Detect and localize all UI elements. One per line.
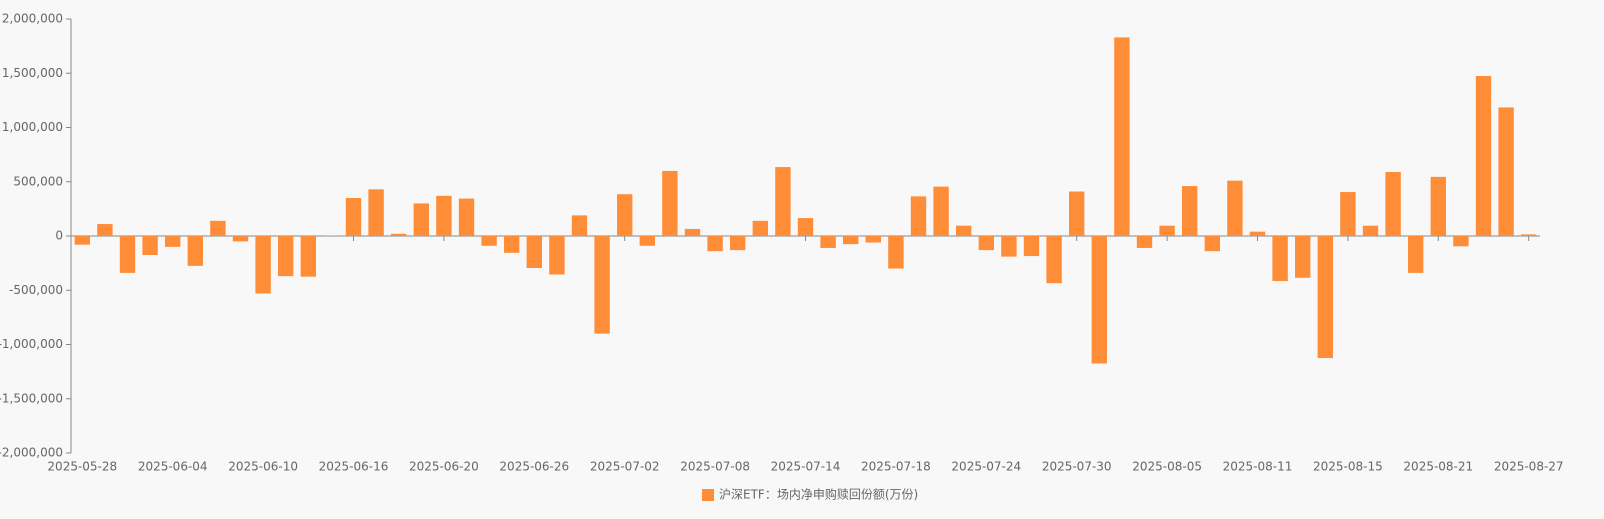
bar: [775, 167, 791, 236]
bar: [1249, 231, 1266, 236]
bar: [1430, 176, 1446, 236]
bar: [662, 170, 678, 236]
x-tick-label: 2025-06-04: [138, 460, 208, 474]
x-tick-label: 2025-07-02: [590, 460, 660, 474]
bar: [1069, 191, 1085, 236]
bar: [1159, 225, 1175, 236]
bar: [1475, 75, 1492, 237]
x-tick-label: 2025-06-10: [228, 460, 298, 474]
bar: [1046, 236, 1062, 284]
bar: [300, 236, 316, 277]
bar: [97, 224, 113, 236]
bar: [504, 236, 520, 253]
y-tick-label: -2,000,000: [0, 446, 63, 460]
legend-label: 沪深ETF：场内净申购赎回份额(万份): [719, 487, 918, 502]
bar: [797, 218, 814, 236]
bar: [74, 236, 90, 245]
bar: [1136, 236, 1153, 248]
bar: [933, 186, 949, 236]
y-tick-label: 500,000: [13, 174, 63, 188]
bar: [481, 236, 497, 246]
bar: [210, 220, 226, 236]
bar: [639, 236, 655, 246]
x-tick-label: 2025-07-30: [1042, 460, 1112, 474]
bar: [458, 198, 475, 236]
bar: [820, 236, 836, 248]
y-tick-label: -500,000: [9, 283, 63, 297]
bar: [1272, 236, 1288, 282]
bar: [1385, 171, 1401, 236]
bar: [571, 215, 588, 236]
x-tick-label: 2025-08-27: [1494, 460, 1564, 474]
x-tick-label: 2025-07-08: [680, 460, 750, 474]
bar: [1498, 107, 1514, 237]
bar: [888, 236, 904, 269]
y-tick-label: -1,500,000: [0, 391, 63, 405]
x-tick-label: 2025-06-20: [409, 460, 479, 474]
bar: [956, 225, 972, 236]
bar: [345, 198, 362, 236]
bar: [1295, 236, 1311, 278]
bar: [278, 236, 294, 277]
x-tick-label: 2025-07-14: [771, 460, 841, 474]
bar: [119, 236, 136, 273]
bar: [1091, 236, 1107, 364]
x-tick-label: 2025-08-15: [1313, 460, 1383, 474]
bar: [391, 233, 407, 236]
bar: [730, 236, 746, 251]
bar: [436, 195, 452, 236]
bar: [1408, 236, 1424, 273]
y-tick-label: 1,500,000: [2, 66, 63, 80]
bar: [1023, 236, 1040, 257]
x-tick-label: 2025-08-21: [1403, 460, 1473, 474]
x-tick-label: 2025-06-16: [319, 460, 389, 474]
bar: [1362, 225, 1379, 236]
x-tick-label: 2025-06-26: [499, 460, 569, 474]
bar: [1340, 192, 1356, 236]
bar: [910, 196, 927, 236]
legend-swatch: [702, 489, 714, 501]
bar: [594, 236, 610, 334]
bar: [1204, 236, 1220, 252]
bar: [617, 194, 633, 236]
bar: [549, 236, 565, 275]
bar: [526, 236, 542, 269]
bar: [142, 236, 158, 255]
x-tick-label: 2025-05-28: [47, 460, 117, 474]
bar: [232, 236, 249, 242]
y-tick-label: 2,000,000: [2, 12, 63, 26]
bar: [1521, 234, 1537, 236]
bar: [1227, 180, 1243, 236]
x-tick-label: 2025-07-24: [951, 460, 1021, 474]
bar: [865, 236, 881, 243]
bar: [707, 236, 723, 252]
bar: [255, 236, 271, 294]
y-tick-label: 0: [55, 229, 63, 243]
bar: [165, 236, 181, 247]
bar: [978, 236, 994, 251]
bar: [187, 236, 203, 266]
bar: [413, 203, 429, 236]
bar: [843, 236, 859, 245]
bar: [1317, 236, 1333, 359]
x-tick-label: 2025-07-18: [861, 460, 931, 474]
bar: [684, 228, 701, 236]
bar: [1453, 236, 1469, 247]
y-tick-label: 1,000,000: [2, 120, 63, 134]
bar: [368, 189, 384, 236]
y-tick-label: -1,000,000: [0, 337, 63, 351]
bar: [1182, 186, 1198, 236]
x-tick-label: 2025-08-05: [1132, 460, 1202, 474]
bar: [752, 220, 768, 236]
x-tick-label: 2025-08-11: [1223, 460, 1293, 474]
bar: [1114, 37, 1130, 236]
bar: [1001, 236, 1017, 257]
